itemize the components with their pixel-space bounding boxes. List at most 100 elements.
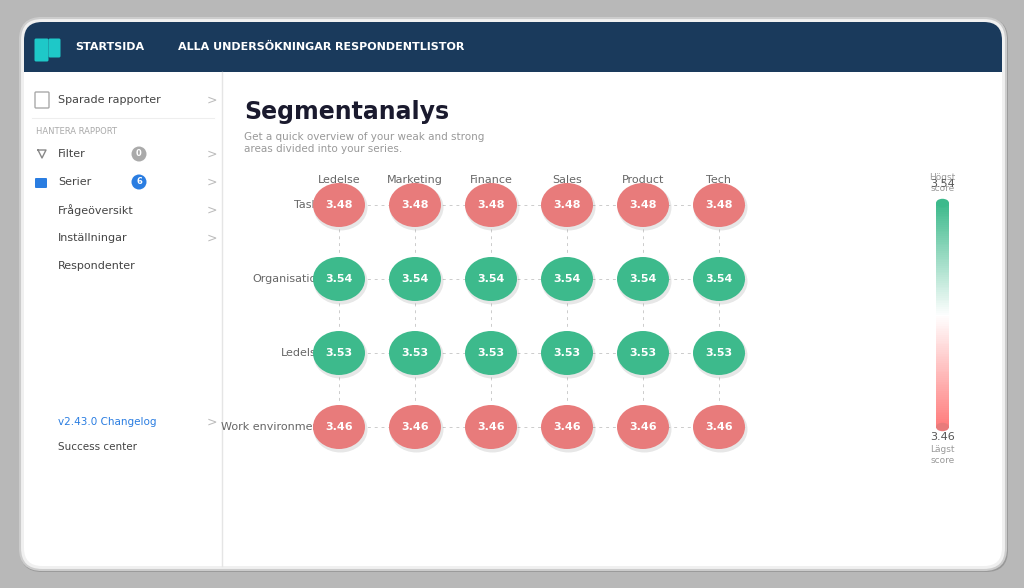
Text: 3.54: 3.54 [326,274,352,284]
Text: Ledelse: Ledelse [282,348,324,358]
Ellipse shape [693,185,748,230]
Bar [24,47,1002,72]
Text: 6: 6 [136,178,142,186]
Bar [936,294,949,297]
Text: 3.54: 3.54 [706,274,733,284]
Ellipse shape [389,405,441,449]
Text: Success center: Success center [58,442,137,452]
Text: Filter: Filter [58,149,86,159]
Bar [936,248,949,250]
Bar [936,225,949,228]
Text: Organisation: Organisation [253,274,324,284]
Bar [936,221,949,224]
Bar [936,260,949,263]
Ellipse shape [389,259,443,305]
Ellipse shape [617,185,672,230]
Ellipse shape [617,331,669,375]
Ellipse shape [541,257,593,301]
Bar [936,359,949,362]
Text: >: > [207,93,217,106]
Text: >: > [207,175,217,189]
Bar [936,277,949,280]
Bar [936,311,949,313]
Bar [936,210,949,213]
Ellipse shape [693,259,748,305]
Ellipse shape [313,185,368,230]
Ellipse shape [313,331,365,375]
Ellipse shape [313,332,368,379]
Text: 3.48: 3.48 [553,200,581,210]
Bar [936,320,949,323]
Bar [936,328,949,330]
Bar [936,309,949,312]
FancyBboxPatch shape [24,22,1002,566]
Bar [936,378,949,381]
Text: 3.53: 3.53 [477,348,505,358]
Ellipse shape [466,406,519,453]
Bar [936,333,949,336]
Bar [936,370,949,373]
Text: STARTSIDA: STARTSIDA [76,42,144,52]
Bar [936,397,949,399]
Text: Work environment: Work environment [221,422,324,432]
Text: Get a quick overview of your weak and strong
areas divided into your series.: Get a quick overview of your weak and st… [244,132,484,153]
Bar [936,389,949,392]
Bar [936,363,949,366]
Bar [936,358,949,360]
Bar [936,299,949,302]
Bar [936,305,949,308]
Bar [936,417,949,420]
Bar [936,249,949,252]
Bar [936,406,949,409]
Ellipse shape [313,259,368,305]
Text: Serier: Serier [58,177,91,187]
Bar [936,400,949,403]
FancyBboxPatch shape [48,38,60,58]
Bar [936,216,949,218]
Bar [936,419,949,422]
Ellipse shape [617,259,672,305]
Ellipse shape [466,332,519,379]
Text: 3.48: 3.48 [401,200,429,210]
Ellipse shape [313,406,368,453]
Bar [936,202,949,205]
Text: 0: 0 [136,149,142,159]
Bar [936,285,949,288]
Bar [936,229,949,232]
FancyBboxPatch shape [20,18,1006,570]
Bar [936,302,949,305]
Text: 3.46: 3.46 [553,422,581,432]
Text: 3.46: 3.46 [930,432,954,442]
Bar [936,273,949,276]
Ellipse shape [466,259,519,305]
Ellipse shape [542,406,596,453]
Ellipse shape [693,257,745,301]
Ellipse shape [466,185,519,230]
Text: 3.48: 3.48 [630,200,656,210]
Bar [936,205,949,207]
Text: Finance: Finance [470,175,512,185]
FancyBboxPatch shape [35,178,47,188]
Ellipse shape [542,259,596,305]
Bar [936,262,949,265]
Bar [936,234,949,237]
Bar [936,266,949,269]
Bar [936,253,949,256]
Bar [936,318,949,321]
Bar [936,290,949,293]
Ellipse shape [617,405,669,449]
Ellipse shape [389,183,441,227]
Bar [936,410,949,413]
Bar [936,275,949,278]
Bar [936,350,949,353]
Text: >: > [207,416,217,429]
Text: Frågeöversikt: Frågeöversikt [58,204,134,216]
Bar [936,242,949,245]
Bar [936,395,949,397]
Ellipse shape [465,331,517,375]
Bar [936,279,949,282]
Text: 3.46: 3.46 [706,422,733,432]
Bar [936,313,949,316]
Text: 3.54: 3.54 [553,274,581,284]
Bar [936,272,949,275]
